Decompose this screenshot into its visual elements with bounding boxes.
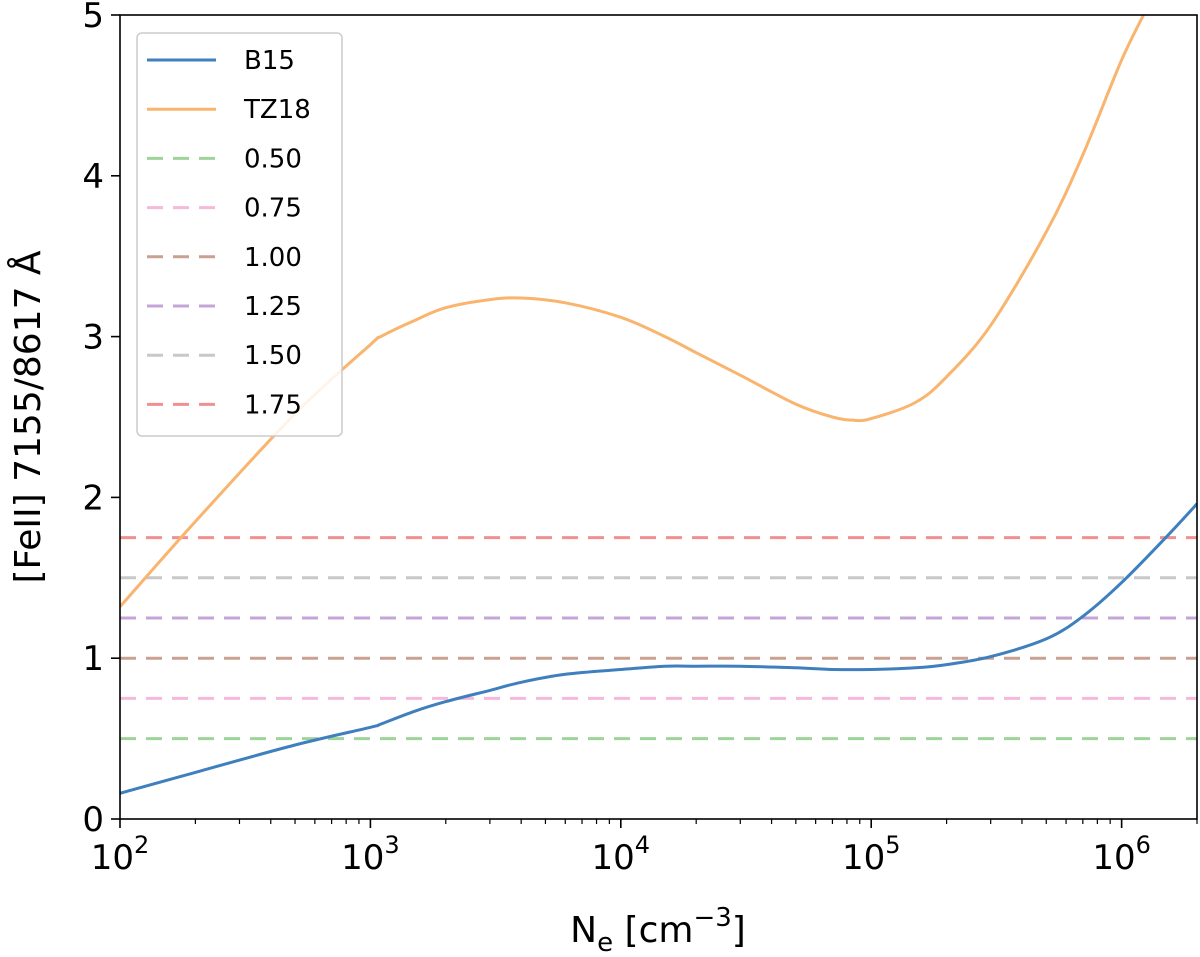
legend-label-tz18: TZ18 — [243, 95, 311, 125]
y-axis-label: [FeII] 7155/8617 Å — [6, 250, 49, 583]
y-tick-label: 1 — [82, 639, 104, 679]
series-layer — [120, 15, 1197, 795]
plot-frame — [119, 14, 1198, 820]
ticks-layer: 102 103 104 105 106 0 1 2 3 4 5 — [82, 0, 1198, 878]
legend-label-0-50: 0.50 — [244, 144, 302, 174]
legend: B15 TZ18 0.50 0.75 1.00 1.25 1.50 1.75 — [136, 32, 343, 437]
x-axis-label-base: N — [570, 910, 597, 951]
series-line-tz18 — [120, 15, 1146, 608]
legend-label-1-00: 1.00 — [244, 243, 302, 273]
y-tick-label: 4 — [82, 157, 104, 197]
x-tick-label: 105 — [842, 831, 901, 878]
x-axis-label-sub: e — [597, 928, 613, 957]
x-axis-label-units: [cm — [613, 910, 693, 951]
legend-label-1-50: 1.50 — [244, 341, 302, 371]
x-tick-label: 103 — [341, 831, 400, 878]
x-tick-label: 106 — [1092, 831, 1151, 878]
y-tick-label: 5 — [82, 0, 104, 36]
series-line-b15 — [120, 502, 1197, 795]
x-axis-label-units-close: ] — [732, 910, 746, 951]
legend-label-1-25: 1.25 — [244, 292, 302, 322]
y-tick-label: 2 — [82, 478, 104, 518]
x-tick-label: 104 — [592, 831, 651, 878]
legend-label-0-75: 0.75 — [244, 194, 302, 224]
legend-label-b15: B15 — [244, 46, 295, 76]
x-tick-label: 102 — [91, 831, 150, 878]
legend-label-1-75: 1.75 — [244, 390, 302, 420]
y-tick-label: 3 — [82, 318, 104, 358]
x-axis-label: Ne [cm−3] — [570, 903, 746, 957]
x-axis-label-units-exp: −3 — [693, 903, 731, 933]
legend-box — [136, 32, 343, 437]
y-tick-label: 0 — [82, 800, 104, 840]
